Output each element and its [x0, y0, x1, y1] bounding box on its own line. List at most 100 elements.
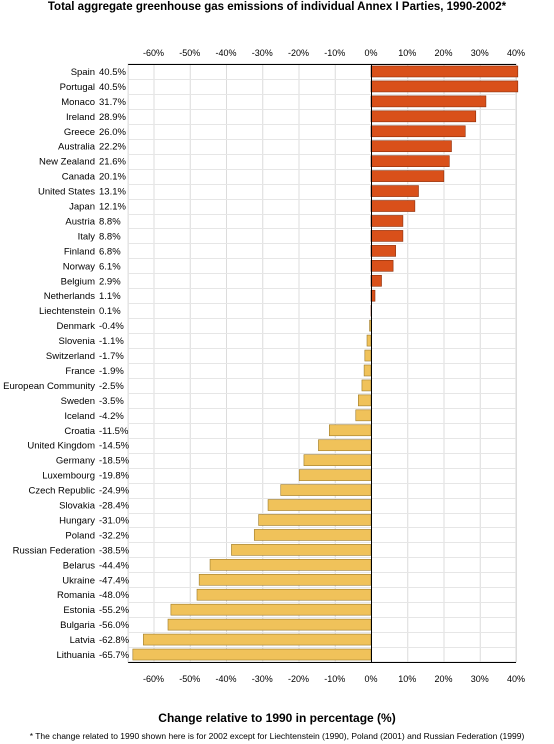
category-label: Ireland: [66, 112, 95, 123]
bar-portugal: [370, 80, 519, 93]
value-label: -1.7%: [99, 351, 124, 362]
bar-romania: [196, 588, 372, 601]
bar-united-kingdom: [318, 439, 372, 452]
category-label: Italy: [78, 231, 96, 242]
top-tick-label: -60%: [143, 48, 164, 58]
category-label: United States: [38, 187, 95, 198]
category-label: United Kingdom: [27, 441, 95, 452]
category-label: Russian Federation: [13, 545, 95, 556]
value-labels: 40.5% 40.5% 31.7% 28.9% 26.0% 22.2% 21.6% 20.1%…: [99, 67, 130, 661]
value-label: -38.5%: [99, 545, 130, 556]
category-label: Norway: [63, 261, 95, 272]
bottom-tick-label: -10%: [324, 674, 345, 684]
top-tick-label: -30%: [252, 48, 273, 58]
value-label: -4.2%: [99, 411, 124, 422]
category-label: Portugal: [60, 82, 95, 93]
category-labels: Spain Portugal Monaco Ireland Greece Australi…: [3, 67, 96, 661]
bar-sweden: [358, 394, 372, 407]
category-label: Canada: [62, 172, 96, 183]
category-label: Lithuania: [56, 650, 95, 661]
bar-slovakia: [267, 499, 372, 511]
bar-france: [363, 364, 372, 377]
value-label: -24.9%: [99, 486, 130, 497]
top-tick-label: 20%: [434, 48, 452, 58]
value-label: -0.4%: [99, 321, 124, 332]
value-label: -1.9%: [99, 366, 124, 377]
top-tick-label: 30%: [471, 48, 489, 58]
category-label: Denmark: [56, 321, 95, 332]
bar-luxembourg: [298, 469, 372, 481]
category-label: Czech Republic: [28, 486, 95, 497]
category-label: France: [65, 366, 95, 377]
value-label: 13.1%: [99, 187, 126, 198]
bottom-tick-label: 40%: [507, 674, 525, 684]
top-tick-label: -20%: [288, 48, 309, 58]
category-label: Sweden: [61, 396, 95, 407]
value-label: -28.4%: [99, 501, 130, 512]
value-label: -19.8%: [99, 471, 130, 482]
value-label: 6.8%: [99, 246, 121, 257]
chart-title: Total aggregate greenhouse gas emissions…: [47, 1, 507, 13]
bar-norway: [370, 260, 394, 272]
category-label: Slovenia: [59, 336, 96, 347]
category-label: Iceland: [64, 411, 95, 422]
bottom-tick-label: 0%: [364, 674, 377, 684]
bar-belgium: [370, 274, 382, 287]
bar-lithuania: [132, 648, 372, 661]
value-label: -32.2%: [99, 530, 130, 541]
bar-greece: [370, 125, 466, 138]
category-label: Hungary: [59, 515, 95, 526]
grid-lines: [127, 63, 517, 663]
category-label: Ukraine: [62, 575, 95, 586]
top-tick-label: 10%: [398, 48, 416, 58]
top-axis-ticks: -60% -50% -40% -30% -20% -10% 0% 10% 20% 30% 40%: [143, 48, 525, 58]
value-label: -1.1%: [99, 336, 124, 347]
bar-ireland: [370, 110, 477, 123]
bar-latvia: [143, 633, 372, 646]
bottom-axis-ticks: -60% -50% -40% -30% -20% -10% 0% 10% 20% 30% 40%: [143, 674, 525, 684]
bottom-tick-label: -30%: [252, 674, 273, 684]
bar-finland: [370, 245, 396, 257]
category-label: Japan: [69, 202, 95, 213]
value-label: -56.0%: [99, 620, 130, 631]
bar-austria: [370, 215, 404, 227]
category-label: Finland: [64, 246, 95, 257]
value-label: -55.2%: [99, 605, 130, 616]
bar-croatia: [329, 424, 372, 437]
bar-canada: [370, 170, 445, 182]
value-label: -18.5%: [99, 456, 130, 467]
bar-poland: [253, 529, 372, 541]
value-label: 22.2%: [99, 142, 126, 153]
bottom-tick-label: -20%: [288, 674, 309, 684]
bar-slovenia: [366, 334, 372, 347]
value-label: 12.1%: [99, 202, 126, 213]
value-label: -65.7%: [99, 650, 130, 661]
value-label: -2.5%: [99, 381, 124, 392]
value-label: 8.8%: [99, 231, 121, 242]
bar-spain: [370, 65, 519, 78]
category-label: Switzerland: [46, 351, 95, 362]
value-label: 28.9%: [99, 112, 126, 123]
bar-iceland: [355, 409, 372, 422]
value-label: 20.1%: [99, 172, 126, 183]
value-label: -44.4%: [99, 560, 130, 571]
bottom-tick-label: 10%: [398, 674, 416, 684]
value-label: 40.5%: [99, 67, 126, 78]
value-label: -11.5%: [99, 426, 129, 437]
category-label: Netherlands: [44, 291, 95, 302]
top-tick-label: 0%: [364, 48, 377, 58]
top-tick-label: 40%: [507, 48, 525, 58]
bottom-tick-label: -50%: [179, 674, 200, 684]
category-label: Australia: [58, 142, 96, 153]
value-label: 8.8%: [99, 216, 121, 227]
bar-denmark: [369, 319, 372, 332]
bar-chart: -60% -50% -40% -30% -20% -10% 0% 10% 20% 30% 40% -…: [3, 48, 525, 684]
value-label: 2.9%: [99, 276, 121, 287]
category-label: Liechtenstein: [39, 306, 95, 317]
bar-germany: [303, 454, 372, 466]
bar-european-community: [361, 379, 372, 392]
top-tick-label: -50%: [179, 48, 200, 58]
category-label: Croatia: [64, 426, 95, 437]
x-axis-label: Change relative to 1990 in percentage (%…: [158, 711, 396, 725]
value-label: -62.8%: [99, 635, 130, 646]
